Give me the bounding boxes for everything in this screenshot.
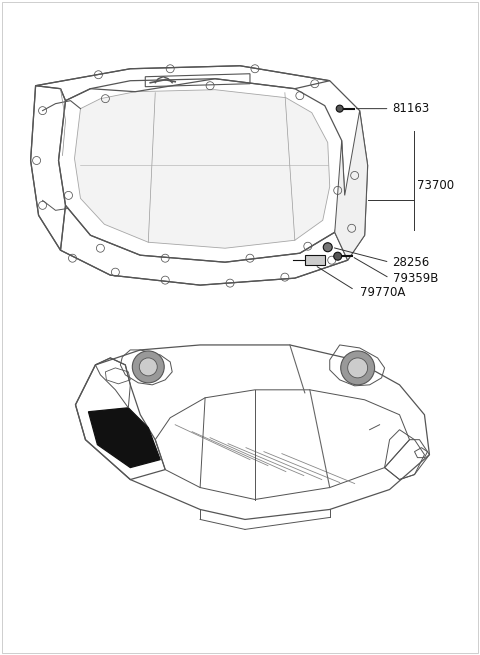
Circle shape: [341, 351, 374, 385]
Text: 79359B: 79359B: [393, 272, 438, 285]
Text: 79770A: 79770A: [360, 286, 405, 299]
Text: 73700: 73700: [418, 179, 455, 192]
Circle shape: [348, 358, 368, 378]
Circle shape: [132, 351, 164, 383]
Circle shape: [334, 252, 342, 260]
Polygon shape: [88, 408, 160, 468]
Circle shape: [139, 358, 157, 376]
Polygon shape: [74, 90, 330, 248]
Text: 81163: 81163: [393, 102, 430, 115]
Polygon shape: [335, 111, 368, 260]
Text: 28256: 28256: [393, 255, 430, 269]
FancyBboxPatch shape: [305, 255, 325, 265]
Circle shape: [323, 243, 332, 252]
Circle shape: [336, 105, 343, 112]
